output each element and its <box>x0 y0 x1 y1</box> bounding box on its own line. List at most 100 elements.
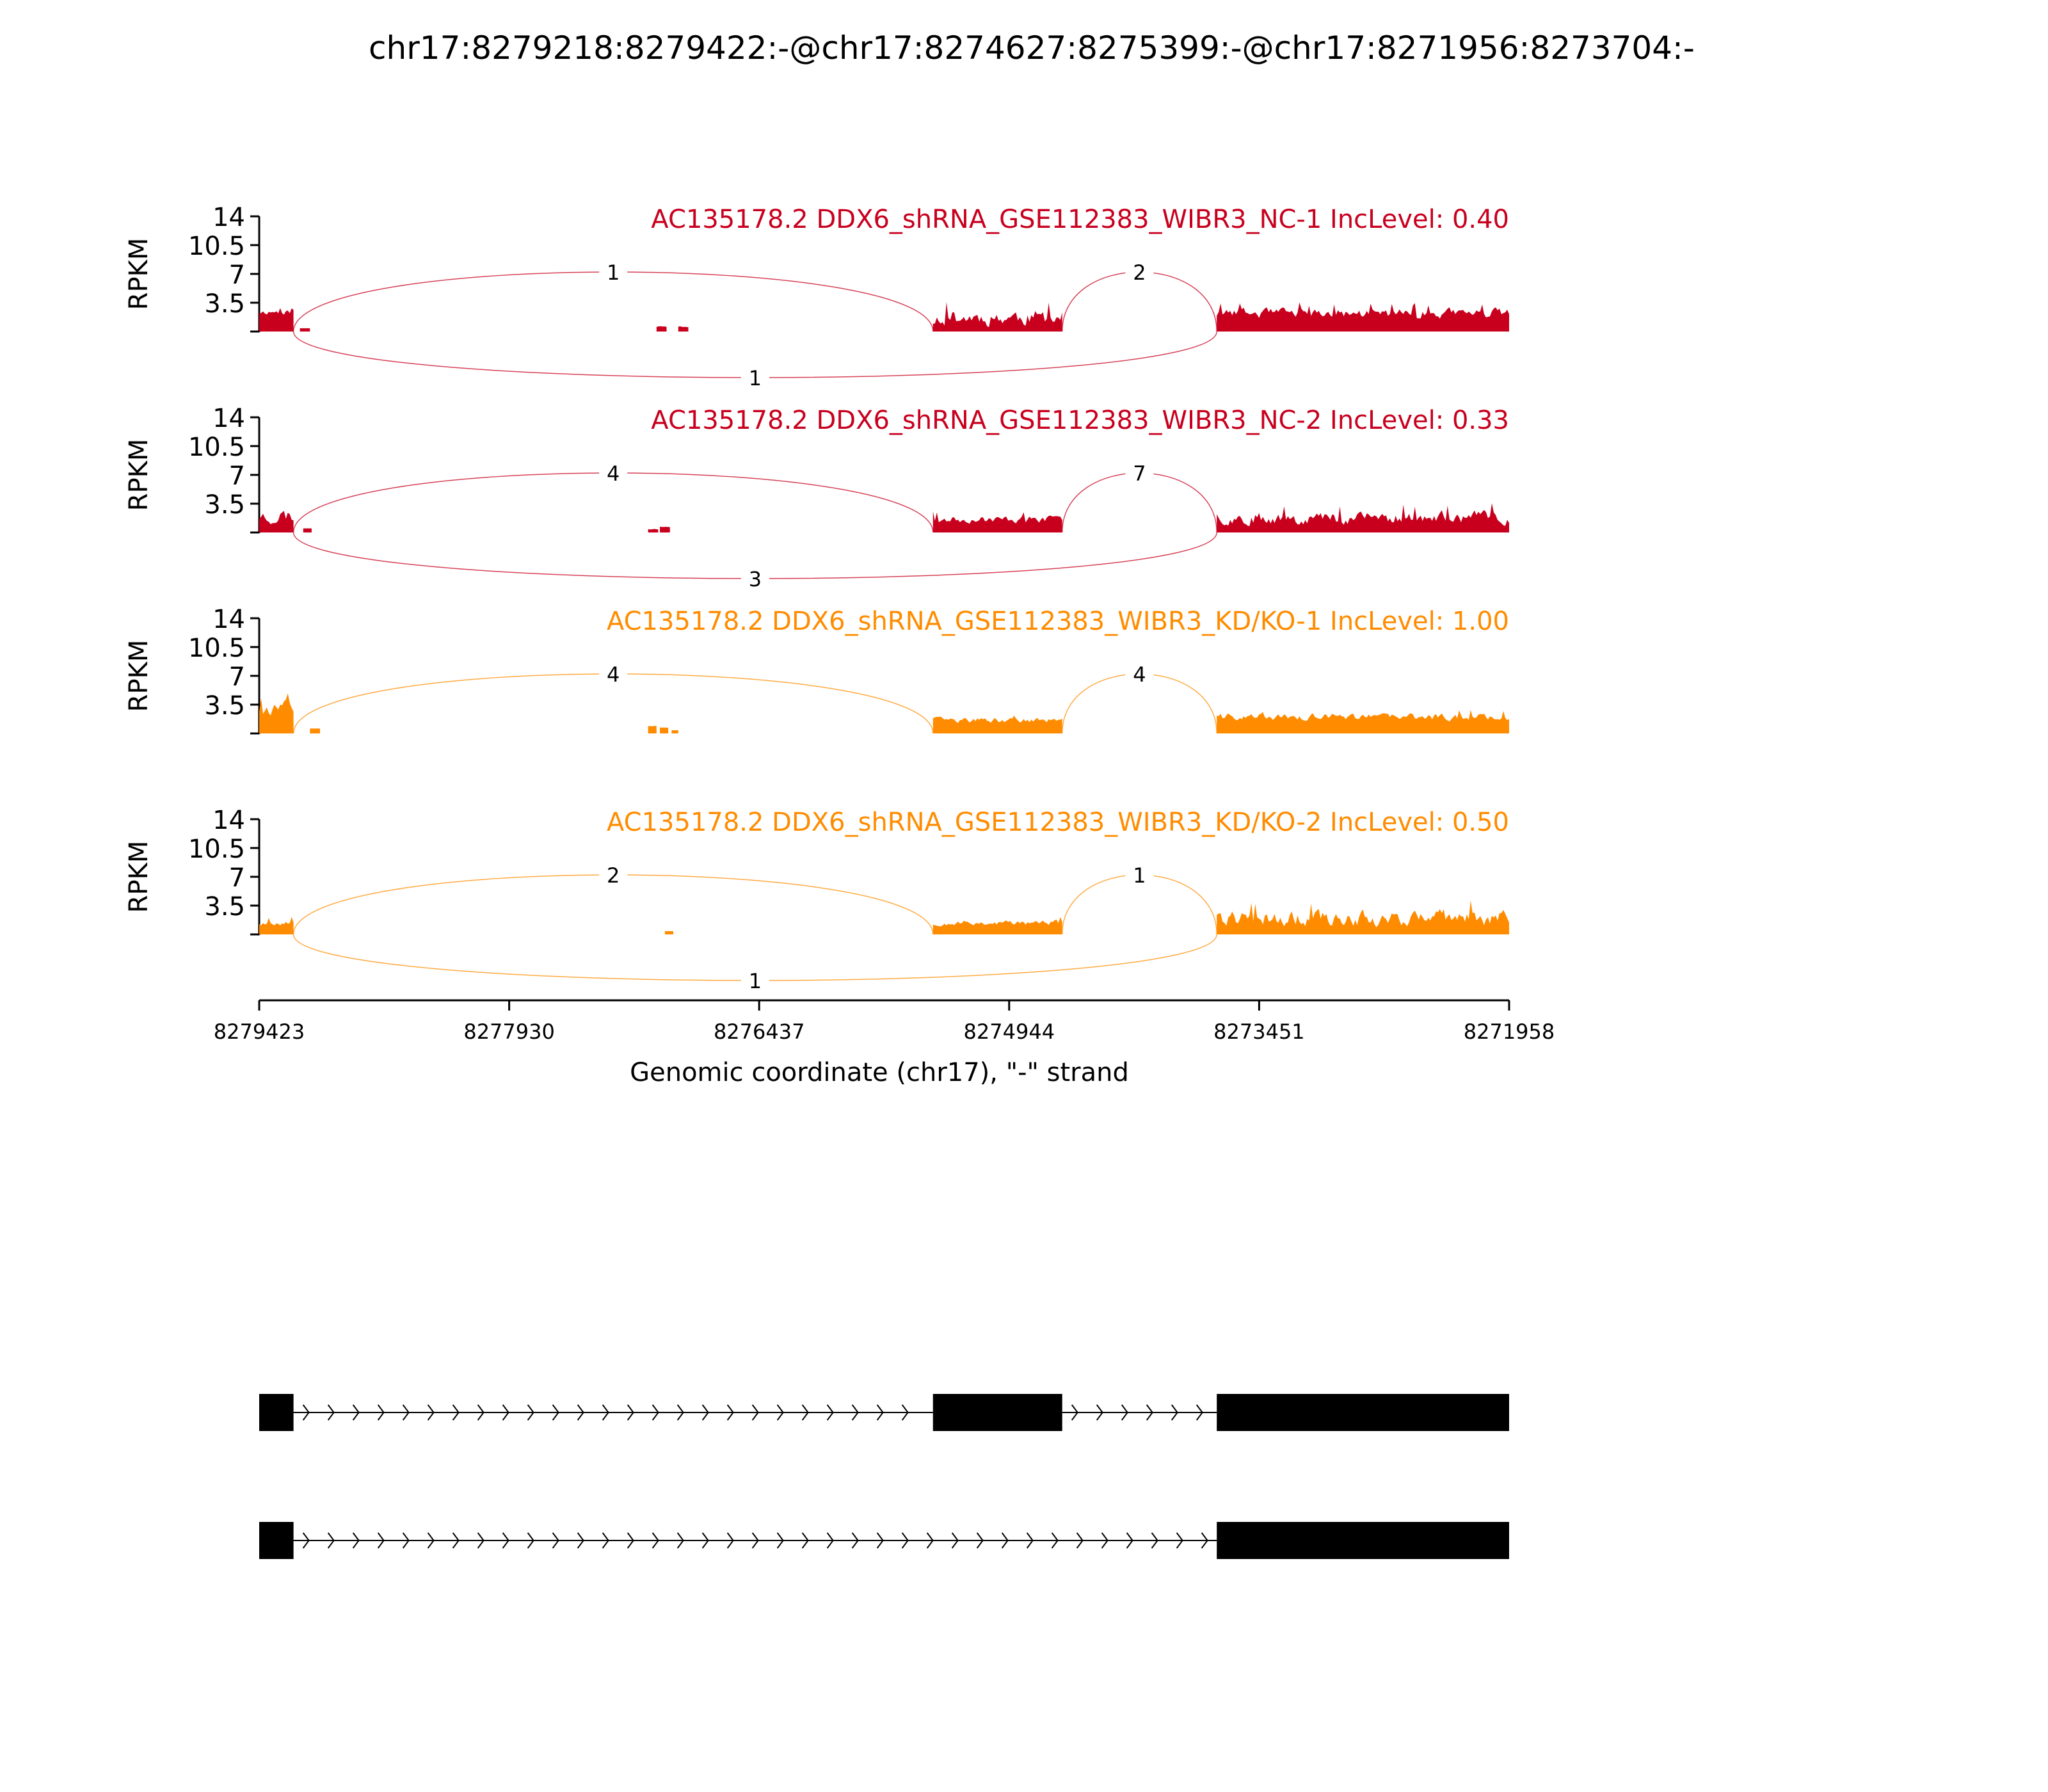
strand-arrow <box>577 1532 584 1549</box>
strand-arrow <box>676 1532 684 1549</box>
coverage-block <box>656 326 667 332</box>
strand-arrow <box>427 1532 435 1549</box>
strand-arrow <box>1176 1532 1183 1549</box>
y-tick-label: 3.5 <box>204 892 245 922</box>
track-label: AC135178.2 DDX6_shRNA_GSE112383_WIBR3_KD… <box>607 607 1509 636</box>
strand-arrow <box>502 1532 509 1549</box>
coverage-block <box>660 526 670 532</box>
y-tick-label: 14 <box>212 404 245 433</box>
isoform-structures <box>259 1394 1509 1559</box>
strand-arrow <box>1126 1532 1133 1549</box>
coverage-block <box>1217 503 1509 532</box>
exon-block <box>932 1394 1062 1431</box>
strand-arrow <box>527 1404 534 1421</box>
strand-arrow <box>577 1404 584 1421</box>
junction-count: 2 <box>1133 260 1146 285</box>
strand-arrow <box>427 1404 435 1421</box>
strand-arrow <box>1051 1532 1059 1549</box>
strand-arrow <box>602 1532 609 1549</box>
y-tick-label: 14 <box>212 605 245 634</box>
y-axis-label: RPKM <box>124 238 154 310</box>
strand-arrow <box>876 1404 884 1421</box>
strand-arrow <box>477 1532 484 1549</box>
x-tick-label: 8276437 <box>714 1020 805 1044</box>
strand-arrow <box>851 1532 859 1549</box>
coverage-block <box>664 931 673 934</box>
strand-arrow <box>851 1404 859 1421</box>
coverage-block <box>648 529 659 532</box>
coverage-block <box>303 528 312 532</box>
y-tick-label: 14 <box>212 806 245 835</box>
strand-arrow <box>751 1532 759 1549</box>
strand-arrow <box>1096 1404 1103 1421</box>
junction-count-bg <box>1125 459 1154 484</box>
strand-arrow <box>1101 1532 1108 1549</box>
strand-arrow <box>1146 1404 1153 1421</box>
exon-block <box>259 1394 294 1431</box>
junction-count: 4 <box>1133 662 1146 687</box>
junction-count-bg <box>599 660 628 685</box>
strand-arrow <box>701 1532 709 1549</box>
x-axis: Genomic coordinate (chr17), "-" strand 8… <box>214 999 1555 1087</box>
strand-arrow <box>552 1532 559 1549</box>
junction-count: 7 <box>1133 461 1146 486</box>
strand-arrow <box>1001 1532 1009 1549</box>
y-tick-label: 7 <box>229 260 245 290</box>
junction-count-bg <box>599 459 628 484</box>
y-tick-label: 3.5 <box>204 289 245 319</box>
strand-arrow <box>826 1532 834 1549</box>
y-tick-label: 10.5 <box>188 433 245 462</box>
y-tick-label: 10.5 <box>188 232 245 261</box>
strand-arrow <box>926 1532 934 1549</box>
coverage-block <box>932 511 1062 532</box>
x-tick-label: 8271958 <box>1464 1020 1555 1044</box>
strand-arrow <box>527 1532 534 1549</box>
coverage-block <box>648 726 657 733</box>
strand-arrow <box>701 1404 709 1421</box>
strand-arrow <box>377 1404 385 1421</box>
junction-count: 1 <box>1133 863 1146 888</box>
strand-arrow <box>302 1404 310 1421</box>
exon-block <box>1217 1394 1509 1431</box>
strand-arrow <box>452 1532 460 1549</box>
strand-arrow <box>951 1532 959 1549</box>
coverage-block <box>259 693 294 733</box>
strand-arrow <box>652 1404 659 1421</box>
strand-arrow <box>352 1532 360 1549</box>
strand-arrow <box>876 1532 884 1549</box>
junction-count-bg <box>599 258 628 284</box>
coverage-block <box>671 730 678 733</box>
strand-arrow <box>402 1404 410 1421</box>
strand-arrow <box>327 1404 335 1421</box>
strand-arrow <box>801 1532 809 1549</box>
junction-count-bg <box>740 966 769 992</box>
coverage-block <box>259 308 294 332</box>
coverage-block <box>660 727 669 733</box>
strand-arrow <box>801 1404 809 1421</box>
isoform-1 <box>259 1394 1509 1431</box>
x-tick-label: 8274944 <box>964 1020 1055 1044</box>
strand-arrow <box>676 1404 684 1421</box>
strand-arrow <box>477 1404 484 1421</box>
strand-arrow <box>726 1532 734 1549</box>
coverage-block <box>300 328 310 332</box>
strand-arrow <box>602 1404 609 1421</box>
y-axis-label: RPKM <box>124 841 154 913</box>
strand-arrow <box>627 1532 634 1549</box>
y-tick-label: 10.5 <box>188 634 245 663</box>
x-tick-label: 8279423 <box>214 1020 305 1044</box>
track-label: AC135178.2 DDX6_shRNA_GSE112383_WIBR3_NC… <box>651 406 1509 435</box>
strand-arrow <box>377 1532 385 1549</box>
strand-arrow <box>1196 1404 1203 1421</box>
junction-count-bg <box>1125 660 1154 685</box>
junction-count: 3 <box>749 567 762 591</box>
strand-arrow <box>1071 1404 1078 1421</box>
x-tick-label: 8273451 <box>1213 1020 1305 1044</box>
junction-count-bg <box>740 564 769 590</box>
strand-arrow <box>552 1404 559 1421</box>
y-axis-label: RPKM <box>124 439 154 511</box>
coverage-block <box>678 326 689 332</box>
